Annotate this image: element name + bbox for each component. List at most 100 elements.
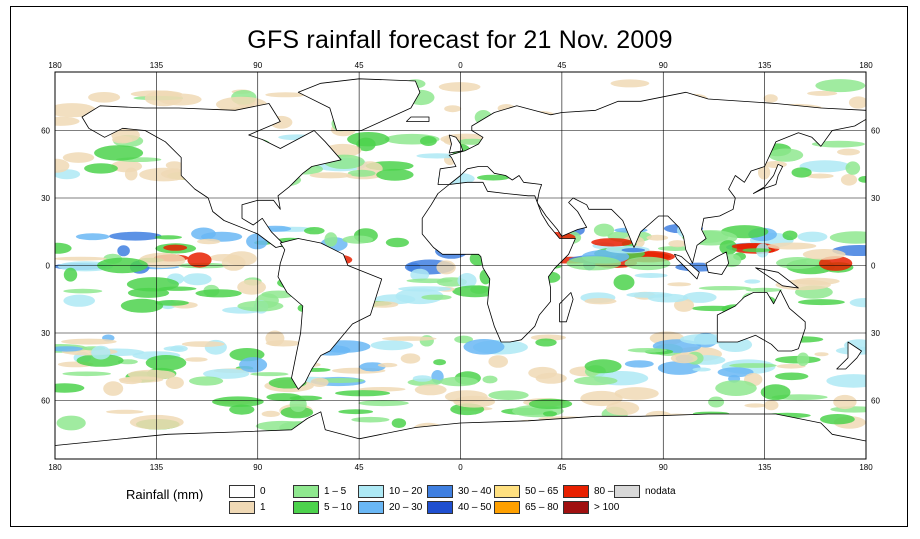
rain-cell [55,103,97,118]
rain-cell [744,403,767,408]
continent-new-zealand [836,341,862,370]
legend-swatch [563,485,589,498]
rain-cell [237,300,284,312]
rain-cell [624,360,654,368]
lon-tick-label-top: 90 [659,61,668,70]
rain-cell [668,240,687,248]
rain-cell [91,345,111,360]
legend-swatch [614,485,640,498]
rain-cell [76,354,124,367]
rain-cell [744,279,761,284]
rain-cell [670,353,698,364]
legend-swatch [293,501,319,514]
rain-cell [309,172,352,179]
rain-cell [811,140,865,148]
rain-cell [385,237,409,248]
rain-cell [584,298,617,305]
continent-north-america [81,103,342,248]
rain-cell [646,234,669,241]
rain-cell [482,375,498,384]
rain-cell [265,92,307,98]
rain-cell [829,231,866,244]
rain-cell [535,338,557,347]
rain-cell [776,364,806,369]
rain-cell [400,353,421,364]
rain-cell [719,240,738,255]
lon-tick-label-bottom: 180 [859,463,873,472]
rain-cell [209,253,241,262]
rainfall-map: 180 180 135 135 90 90 45 45 0 0 45 45 90 90 135 135 180 1… [41,61,880,472]
rain-cell [742,248,772,253]
rain-cell [845,161,861,175]
rain-cell [56,415,86,431]
rain-cell [165,376,184,389]
legend-label: 1 – 5 [324,486,347,497]
rain-cell [488,355,509,368]
rain-cell [63,267,78,282]
continent-indonesia [674,253,700,280]
rain-cell [395,288,444,305]
rain-cell [144,90,183,107]
rain-cell [433,359,446,366]
lat-tick-label-left: 0 [46,262,51,271]
rain-cell [591,238,633,247]
rain-cell [63,288,103,294]
lat-tick-label-right: 30 [871,329,880,338]
rain-cell [764,400,779,411]
rain-cell [265,340,301,347]
lat-tick-label-left: 60 [41,397,50,406]
rain-cell [195,289,242,298]
lat-tick-label-left: 30 [41,329,50,338]
rain-cell [103,381,124,396]
lon-tick-label-bottom: 135 [758,463,772,472]
rain-cell [126,277,179,292]
rain-cell [55,158,70,173]
rain-cell [444,390,488,404]
continent-japan [753,163,783,194]
lon-tick-label-top: 135 [758,61,772,70]
rain-cell [613,274,635,291]
continent-borneo [705,251,729,275]
rain-cell [165,161,183,170]
rain-cell [849,298,866,308]
rain-cell [797,299,845,306]
rain-cell [310,377,329,387]
rain-cell [438,82,481,92]
rain-cell [376,168,414,181]
rain-cell [833,394,857,410]
rain-cell [580,390,623,407]
rain-cell [528,398,573,410]
rain-cell [657,361,701,375]
rain-cell [858,176,866,183]
rain-cell [55,256,107,261]
rain-cell [454,335,473,344]
rain-cell [768,148,804,162]
continent-britain [448,134,464,154]
legend-swatch [494,485,520,498]
rain-cell [367,301,399,308]
legend-label: 50 – 65 [525,486,559,497]
rain-cell [55,383,85,393]
rain-cell [109,231,162,241]
rain-cell [420,136,437,146]
rain-cell [261,410,280,417]
rain-cell [729,363,777,368]
rain-cell [229,404,255,415]
rain-cell [715,380,757,396]
legend-swatch [229,501,255,514]
legend-label: > 100 [594,502,620,513]
rain-cell [338,409,374,415]
legend-label: 40 – 50 [458,502,492,513]
rain-cell [197,238,221,245]
rain-cell [799,160,851,173]
rain-cell [535,372,567,384]
lon-tick-label-top: 0 [458,61,463,70]
rain-cell [416,153,459,159]
legend-swatch [229,485,255,498]
rain-cell [412,375,432,382]
rain-cell [62,152,95,163]
rain-cell [815,79,866,93]
legend-label: 0 [260,486,266,497]
rain-cell [626,291,673,298]
map-title: GFS rainfall forecast for 21 Nov. 2009 [247,26,673,54]
